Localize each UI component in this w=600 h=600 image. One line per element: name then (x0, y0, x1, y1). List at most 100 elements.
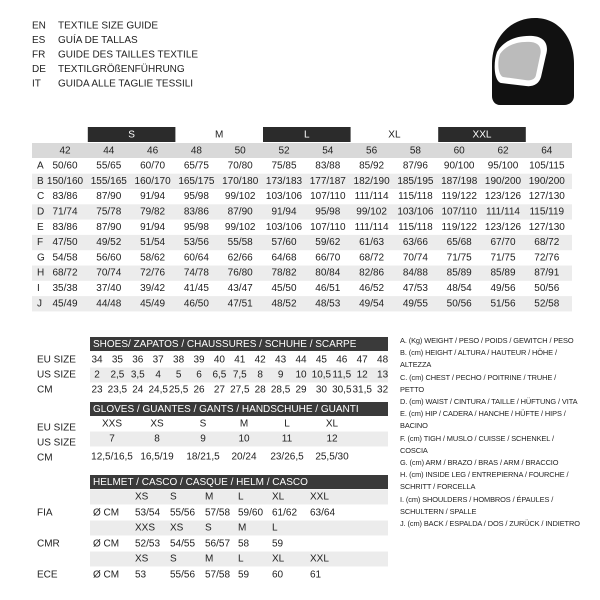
cell: 75/85 (271, 161, 296, 172)
cell: 53 (135, 570, 147, 581)
legend-item: E. (cm) HIP / CADERA / HANCHE / HÜFTE / … (400, 409, 566, 431)
cell: 47/51 (228, 298, 253, 309)
column-size: 62 (497, 146, 509, 157)
row-label: I (37, 283, 40, 294)
cell: 7 (109, 434, 115, 445)
cell: 111/114 (486, 207, 520, 218)
cell: 39 (193, 355, 205, 366)
cell: 63/66 (403, 237, 428, 248)
column-size: 60 (454, 146, 466, 157)
helmet-standard: CMR (37, 539, 60, 550)
cell: 72/76 (534, 252, 559, 263)
cell: 9 (200, 434, 206, 445)
cell: 37 (153, 355, 165, 366)
cell: 2 (94, 370, 100, 381)
cell: 45/49 (52, 298, 77, 309)
cell: 56/57 (205, 539, 230, 550)
column-size: 56 (366, 146, 378, 157)
cell: 7,5 (233, 370, 247, 381)
cell: 49/56 (490, 283, 515, 294)
cell: 83/88 (315, 161, 340, 172)
helmet-title: HELMET / CASCO / CASQUE / HELM / CASCO (93, 477, 308, 488)
cell: 115/118 (398, 222, 433, 233)
cell: 103/106 (397, 207, 434, 218)
legend-item: A. (Kg) WEIGHT / PESO / POIDS / GEWITCH … (400, 336, 574, 345)
cell: 39/42 (140, 283, 165, 294)
cell: 13 (377, 370, 389, 381)
cell: 111/114 (355, 222, 389, 233)
cell: 170/180 (222, 176, 259, 187)
cell: 16,5/19 (140, 452, 174, 463)
cell: 11,5 (332, 370, 351, 381)
cell: 36 (132, 355, 144, 366)
helmet-size: XS (135, 554, 149, 565)
cell: 23,5 (108, 385, 128, 396)
column-size: 54 (322, 146, 334, 157)
cell: 35 (112, 355, 124, 366)
cell: 63/64 (310, 508, 335, 519)
cell: 177/187 (310, 176, 347, 187)
cell: XS (150, 419, 164, 430)
helmet-size: XL (272, 554, 285, 565)
cell: 6,5 (212, 370, 226, 381)
size-band: XXL (473, 130, 492, 141)
cell: 91/94 (140, 222, 165, 233)
cell: 83/86 (184, 207, 209, 218)
cell: 24,5 (148, 385, 168, 396)
language-code: DE (32, 64, 46, 75)
legend: A. (Kg) WEIGHT / PESO / POIDS / GEWITCH … (400, 335, 582, 530)
cell: 57/60 (271, 237, 296, 248)
helmet-size: XXL (310, 554, 329, 565)
row-label: A (37, 161, 44, 172)
row-label: B (37, 176, 44, 187)
cell: 82/86 (359, 268, 384, 279)
cell: 107/110 (310, 191, 346, 202)
cell: 49/54 (359, 298, 384, 309)
legend-item: D. (cm) WAIST / CINTURA / TAILLE / HÜFTU… (400, 397, 578, 407)
cell: 30,5 (332, 385, 352, 396)
size-band: L (304, 130, 310, 141)
cell: 87/96 (403, 161, 428, 172)
language-code: ES (32, 35, 46, 46)
row-label: C (37, 191, 44, 202)
gloves-title: GLOVES / GUANTES / GANTS / HANDSCHUHE / … (93, 404, 359, 415)
helmet-size: S (170, 492, 177, 503)
row-label: EU SIZE (37, 355, 76, 366)
cell: 49/55 (403, 298, 428, 309)
row-label: US SIZE (37, 370, 76, 381)
cell: 99/102 (225, 222, 256, 233)
column-size: 64 (541, 146, 553, 157)
helmet-icon (492, 18, 574, 105)
cell: 48/52 (271, 298, 296, 309)
cell: 25,5 (169, 385, 189, 396)
cell: 59 (272, 539, 284, 550)
cell: 6 (196, 370, 202, 381)
cell: 165/175 (178, 176, 215, 187)
cell: 50/56 (447, 298, 472, 309)
cell: 12 (326, 434, 338, 445)
helmet-size: S (170, 554, 177, 565)
cell: 4 (155, 370, 161, 381)
cell: 45/50 (271, 283, 296, 294)
cell: 160/170 (135, 176, 172, 187)
cell: 68/72 (534, 237, 559, 248)
cell: 47/50 (52, 237, 77, 248)
cell: 46/52 (359, 283, 384, 294)
row-bg (90, 367, 388, 383)
cell: 107/110 (441, 207, 477, 218)
cell: 38 (173, 355, 185, 366)
section-bar (90, 475, 388, 489)
cell: 48/53 (315, 298, 340, 309)
cell: 75/78 (96, 207, 121, 218)
cell: 28,5 (271, 385, 291, 396)
guide-title: GUIDA ALLE TAGLIE TESSILI (58, 79, 193, 90)
cell: 32 (377, 385, 389, 396)
row-bg (32, 204, 572, 220)
cell: 107/110 (310, 222, 346, 233)
cell: 95/100 (488, 161, 519, 172)
cell: 65/75 (184, 161, 209, 172)
size-band-box (263, 127, 351, 142)
language-code: IT (32, 79, 41, 90)
row-bg (32, 173, 572, 189)
